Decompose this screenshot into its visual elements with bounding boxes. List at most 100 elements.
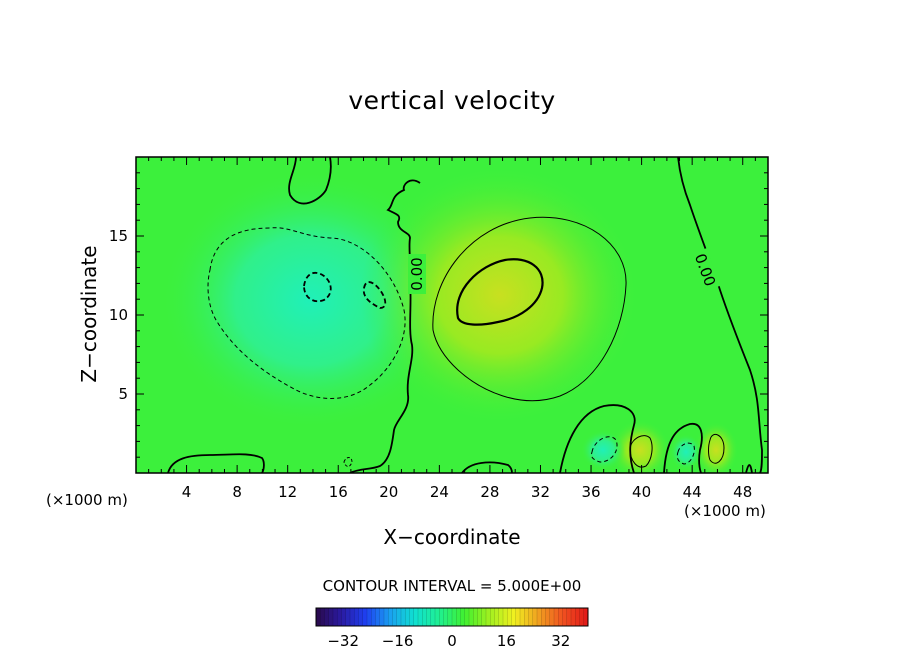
colorbar-cell (490, 608, 495, 626)
colorbar-tick-label: −16 (382, 632, 414, 650)
colorbar-cell (328, 608, 334, 626)
colorbar-cell (503, 608, 508, 626)
colorbar: −32 −16 0 16 32 (315, 607, 589, 650)
x-units-right: (×1000 m) (684, 502, 766, 520)
colorbar-cell (447, 608, 453, 626)
colorbar-cell (477, 608, 483, 626)
colorbar-cell (324, 608, 330, 626)
x-tick-label: 36 (581, 483, 600, 501)
colorbar-cell (541, 608, 546, 626)
colorbar-cell (341, 608, 347, 626)
colorbar-cell (405, 608, 410, 626)
contour-small-neg-a (591, 436, 618, 463)
contour-pos-5 (432, 216, 627, 402)
x-ticks: 4 8 12 16 20 24 28 32 36 40 44 48 (148, 157, 756, 501)
chart-title: vertical velocity (348, 86, 556, 115)
colorbar-cell (371, 608, 376, 626)
colorbar-cell (418, 608, 423, 626)
colorbar-cell (494, 608, 500, 626)
contour-bottom-c (745, 464, 753, 473)
contour-small-pos-a (629, 435, 653, 468)
x-tick-label: 12 (278, 483, 297, 501)
colorbar-cell (562, 608, 568, 626)
contour-pos-10 (456, 258, 544, 326)
colorbar-cell (524, 608, 529, 626)
colorbar-cell (545, 608, 551, 626)
colorbar-cell (498, 608, 504, 626)
contour-label-bg-2 (689, 248, 721, 292)
x-tick-label: 44 (683, 483, 702, 501)
x-tick-label: 16 (329, 483, 348, 501)
colorbar-cell (554, 608, 559, 626)
colorbar-cell (362, 608, 368, 626)
colorbar-cell (354, 608, 359, 626)
colorbar-cell (396, 608, 402, 626)
colorbar-cell (532, 608, 538, 626)
colorbar-cell (439, 608, 444, 626)
colorbar-cell (367, 608, 372, 626)
contour-small-pos-b (708, 433, 725, 464)
colorbar-cell (566, 608, 572, 626)
colorbar-ticks: −32 −16 0 16 32 (327, 632, 570, 650)
contour-label-bg-1 (408, 254, 426, 294)
colorbar-cell (481, 608, 487, 626)
colorbar-cell (507, 608, 512, 626)
y-axis-label: Z−coordinate (77, 245, 101, 383)
contour-tiny-neg (343, 457, 353, 467)
contour-label-1: 0.00 (408, 257, 426, 290)
contour-interval: CONTOUR INTERVAL = 5.000E+00 (322, 577, 582, 595)
x-units-left: (×1000 m) (46, 491, 128, 509)
colorbar-cell (583, 608, 589, 626)
colorbar-cell (537, 608, 542, 626)
x-axis-label: X−coordinate (383, 525, 521, 549)
colorbar-cell (515, 608, 521, 626)
downdraft-small-2 (670, 434, 702, 470)
x-tick-label: 32 (531, 483, 550, 501)
colorbar-cell (579, 608, 585, 626)
x-tick-label: 20 (379, 483, 398, 501)
y-ticks: 5 10 15 (109, 172, 768, 458)
contour-labels: 0.00 0.00 (408, 248, 721, 294)
colorbar-cell (409, 608, 415, 626)
updraft-small-2 (694, 422, 738, 473)
contour-neg-10-b (362, 281, 387, 309)
colorbar-cell (426, 608, 432, 626)
colorbar-cell (452, 608, 457, 626)
y-tick-label: 15 (109, 227, 128, 245)
colorbar-cells (315, 608, 589, 626)
colorbar-cell (337, 608, 342, 626)
contour-neg-10-a (303, 271, 332, 303)
updraft-small-1 (610, 420, 670, 473)
contour-bottom-left (167, 453, 265, 473)
colorbar-cell (460, 608, 466, 626)
colorbar-cell (456, 608, 461, 626)
colorbar-tick-label: −32 (327, 632, 359, 650)
colorbar-cell (422, 608, 427, 626)
colorbar-cell (575, 608, 580, 626)
x-tick-label: 8 (232, 483, 242, 501)
colorbar-cell (384, 608, 389, 626)
x-tick-label: 28 (480, 483, 499, 501)
contour-bottom-mid (461, 461, 513, 473)
contour-bottom-b (663, 423, 703, 473)
colorbar-frame (315, 607, 589, 627)
contour-small-neg-b (676, 442, 695, 465)
x-tick-label: 40 (632, 483, 651, 501)
colorbar-cell (379, 608, 385, 626)
colorbar-cell (392, 608, 398, 626)
colorbar-cell (443, 608, 449, 626)
colorbar-cell (511, 608, 517, 626)
field-layer (136, 157, 768, 473)
x-tick-label: 48 (733, 483, 752, 501)
colorbar-cell (558, 608, 563, 626)
colorbar-cell (528, 608, 534, 626)
updraft-region (360, 165, 640, 425)
contour-neg-5 (207, 227, 406, 399)
contour-zero-right (677, 157, 763, 473)
colorbar-cell (316, 608, 321, 626)
colorbar-cell (549, 608, 555, 626)
colorbar-cell (473, 608, 478, 626)
colorbar-tick-label: 0 (447, 632, 457, 650)
y-tick-label: 10 (109, 306, 128, 324)
x-tick-label: 4 (182, 483, 192, 501)
